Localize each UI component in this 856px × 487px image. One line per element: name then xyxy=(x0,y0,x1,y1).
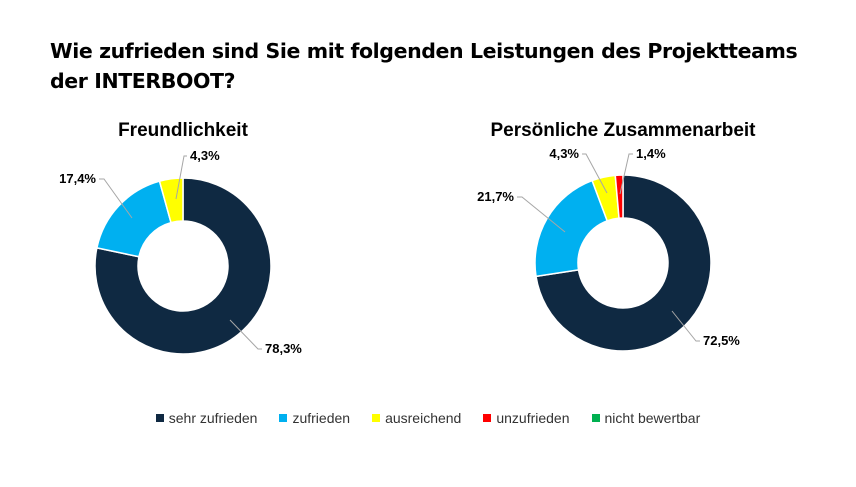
chart-title: Persönliche Zusammenarbeit xyxy=(490,120,756,141)
legend-swatch xyxy=(279,414,288,422)
chart-title: Freundlichkeit xyxy=(118,120,249,141)
legend-label: ausreichend xyxy=(385,410,462,426)
data-label: 1,4% xyxy=(636,146,666,161)
donut-segment-zufrieden xyxy=(95,180,172,258)
legend-swatch xyxy=(372,414,381,422)
leader-line xyxy=(619,153,633,195)
donut-segment-zufrieden xyxy=(534,179,609,278)
legend-swatch xyxy=(591,414,600,422)
leader-line xyxy=(582,153,608,194)
data-label: 17,4% xyxy=(59,171,96,186)
leader-line xyxy=(175,155,187,200)
donut-chart-persoenliche-zusammenarbeit: Persönliche Zusammenarbeit 72,5% 21,7% 4,3… xyxy=(477,120,756,352)
donut-segment-sehr-zufrieden xyxy=(94,177,272,355)
leader-line xyxy=(671,310,700,342)
data-label: 78,3% xyxy=(265,341,302,356)
legend-item: zufrieden xyxy=(279,410,350,426)
data-label: 4,3% xyxy=(190,148,220,163)
donut-segment-sehr-zufrieden xyxy=(535,174,712,352)
leader-line xyxy=(229,319,262,350)
leader-line xyxy=(517,196,566,233)
donut-segment-unzufrieden xyxy=(614,174,624,219)
legend-item: sehr zufrieden xyxy=(155,410,258,426)
donut-chart-freundlichkeit: Freundlichkeit 78,3% 17,4% 4,3% xyxy=(59,120,302,356)
legend: sehr zufrieden zufrieden ausreichend unz… xyxy=(0,410,856,426)
legend-item: unzufrieden xyxy=(483,410,570,426)
legend-item: ausreichend xyxy=(372,410,461,426)
leader-line xyxy=(99,178,133,219)
legend-swatch xyxy=(155,414,164,422)
legend-item: nicht bewertbar xyxy=(591,410,701,426)
legend-label: nicht bewertbar xyxy=(604,410,701,426)
main-title: Wie zufrieden sind Sie mit folgenden Lei… xyxy=(50,39,798,93)
legend-swatch xyxy=(483,414,492,422)
data-label: 21,7% xyxy=(477,189,514,204)
donut-segment-ausreichend xyxy=(158,177,184,224)
legend-label: zufrieden xyxy=(292,410,351,426)
data-label: 72,5% xyxy=(703,333,740,348)
legend-label: sehr zufrieden xyxy=(168,410,258,426)
data-label: 4,3% xyxy=(549,146,579,161)
legend-label: unzufrieden xyxy=(496,410,570,426)
